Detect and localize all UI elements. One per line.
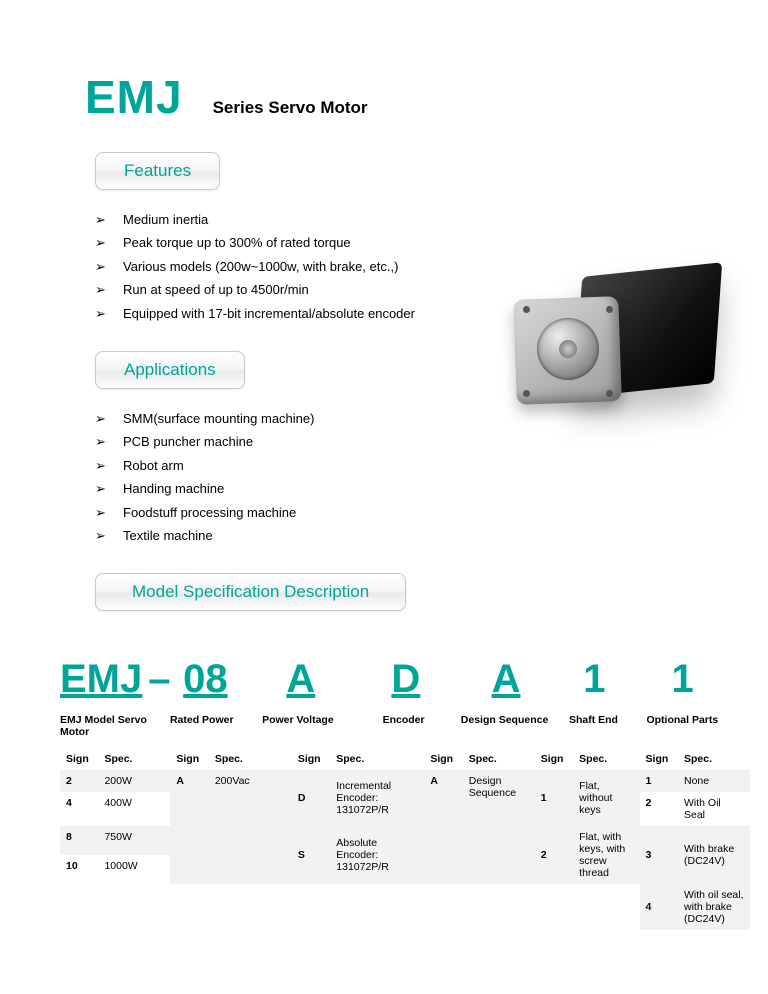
feature-item: Run at speed of up to 4500r/min [123,278,309,301]
spec-table: SignSpec. SignSpec. SignSpec. SignSpec. … [60,748,750,930]
feature-item: Medium inertia [123,208,208,231]
cell-spec: Incremental Encoder: 131072P/R [330,770,424,826]
application-item: PCB puncher machine [123,430,253,453]
code-part: 08 [183,657,228,701]
col-label: Optional Parts [637,714,728,738]
code-part: 1 [672,657,694,701]
title-row: EMJ Series Servo Motor [85,70,728,124]
table-row: 2200W A200Vac DIncremental Encoder: 1310… [60,770,750,792]
bullet-arrow-icon: ➢ [95,501,105,524]
feature-item: Various models (200w~1000w, with brake, … [123,255,398,278]
cell-spec: With brake (DC24V) [678,826,750,884]
th-spec: Spec. [463,748,535,770]
feature-item: Peak torque up to 300% of rated torque [123,231,351,254]
code-part: A [286,657,315,701]
table-row: 4With oil seal, with brake (DC24V) [60,884,750,930]
cell-spec: 750W [98,826,170,855]
title-main: EMJ [85,70,183,124]
cell-sign: 1 [535,770,573,826]
bullet-arrow-icon: ➢ [95,278,105,301]
code-part: A [492,657,521,701]
col-label: Shaft End [550,714,637,738]
cell-sign: 3 [640,826,678,884]
cell-spec: 400W [98,792,170,826]
cell-sign: A [424,770,462,884]
cell-spec: 200W [98,770,170,792]
feature-item: Equipped with 17-bit incremental/absolut… [123,302,415,325]
cell-sign: D [292,770,330,826]
application-item: SMM(surface mounting machine) [123,407,314,430]
th-spec: Spec. [209,748,292,770]
cell-spec: Flat, with keys, with screw thread [573,826,639,884]
model-code-row: EMJ– 08 A D A 1 1 [60,657,728,702]
th-sign: Sign [640,748,678,770]
cell-sign: A [170,770,208,884]
column-labels: EMJ Model Servo Motor Rated Power Power … [60,714,728,738]
th-sign: Sign [424,748,462,770]
th-sign: Sign [60,748,98,770]
th-spec: Spec. [573,748,639,770]
cell-sign: 1 [640,770,678,792]
section-features: Features [95,152,220,190]
section-modelspec: Model Specification Description [95,573,406,611]
cell-sign: 2 [60,770,98,792]
code-part: D [391,657,420,701]
bullet-arrow-icon: ➢ [95,524,105,547]
cell-spec: 200Vac [209,770,292,884]
bullet-arrow-icon: ➢ [95,208,105,231]
col-label: Design Sequence [459,714,550,738]
cell-spec: 1000W [98,855,170,884]
col-label: Power Voltage [247,714,348,738]
th-spec: Spec. [98,748,170,770]
th-sign: Sign [535,748,573,770]
cell-spec: Flat, without keys [573,770,639,826]
code-part: 1 [583,657,605,701]
col-label: Encoder [348,714,459,738]
cell-spec: None [678,770,750,792]
table-row: 8750W SAbsolute Encoder: 131072P/R 2Flat… [60,826,750,855]
bullet-arrow-icon: ➢ [95,255,105,278]
th-sign: Sign [292,748,330,770]
title-sub: Series Servo Motor [213,98,368,118]
col-label: EMJ Model Servo Motor [60,714,156,738]
bullet-arrow-icon: ➢ [95,302,105,325]
application-item: Foodstuff processing machine [123,501,296,524]
cell-sign: 2 [640,792,678,826]
motor-image [493,240,733,440]
cell-sign: 4 [60,792,98,826]
bullet-arrow-icon: ➢ [95,430,105,453]
application-item: Robot arm [123,454,184,477]
bullet-arrow-icon: ➢ [95,231,105,254]
cell-spec: Design Sequence [463,770,535,884]
bullet-arrow-icon: ➢ [95,477,105,500]
cell-sign: 8 [60,826,98,855]
bullet-arrow-icon: ➢ [95,454,105,477]
table-header-row: SignSpec. SignSpec. SignSpec. SignSpec. … [60,748,750,770]
th-spec: Spec. [330,748,424,770]
cell-spec: With Oil Seal [678,792,750,826]
th-spec: Spec. [678,748,750,770]
th-sign: Sign [170,748,208,770]
cell-spec: With oil seal, with brake (DC24V) [678,884,750,930]
col-label: Rated Power [156,714,247,738]
application-item: Handing machine [123,477,224,500]
cell-sign: 2 [535,826,573,884]
code-prefix: EMJ [60,657,142,701]
application-item: Textile machine [123,524,213,547]
bullet-arrow-icon: ➢ [95,407,105,430]
cell-sign: S [292,826,330,884]
section-applications: Applications [95,351,245,389]
cell-sign: 4 [640,884,678,930]
cell-spec: Absolute Encoder: 131072P/R [330,826,424,884]
cell-sign: 10 [60,855,98,884]
